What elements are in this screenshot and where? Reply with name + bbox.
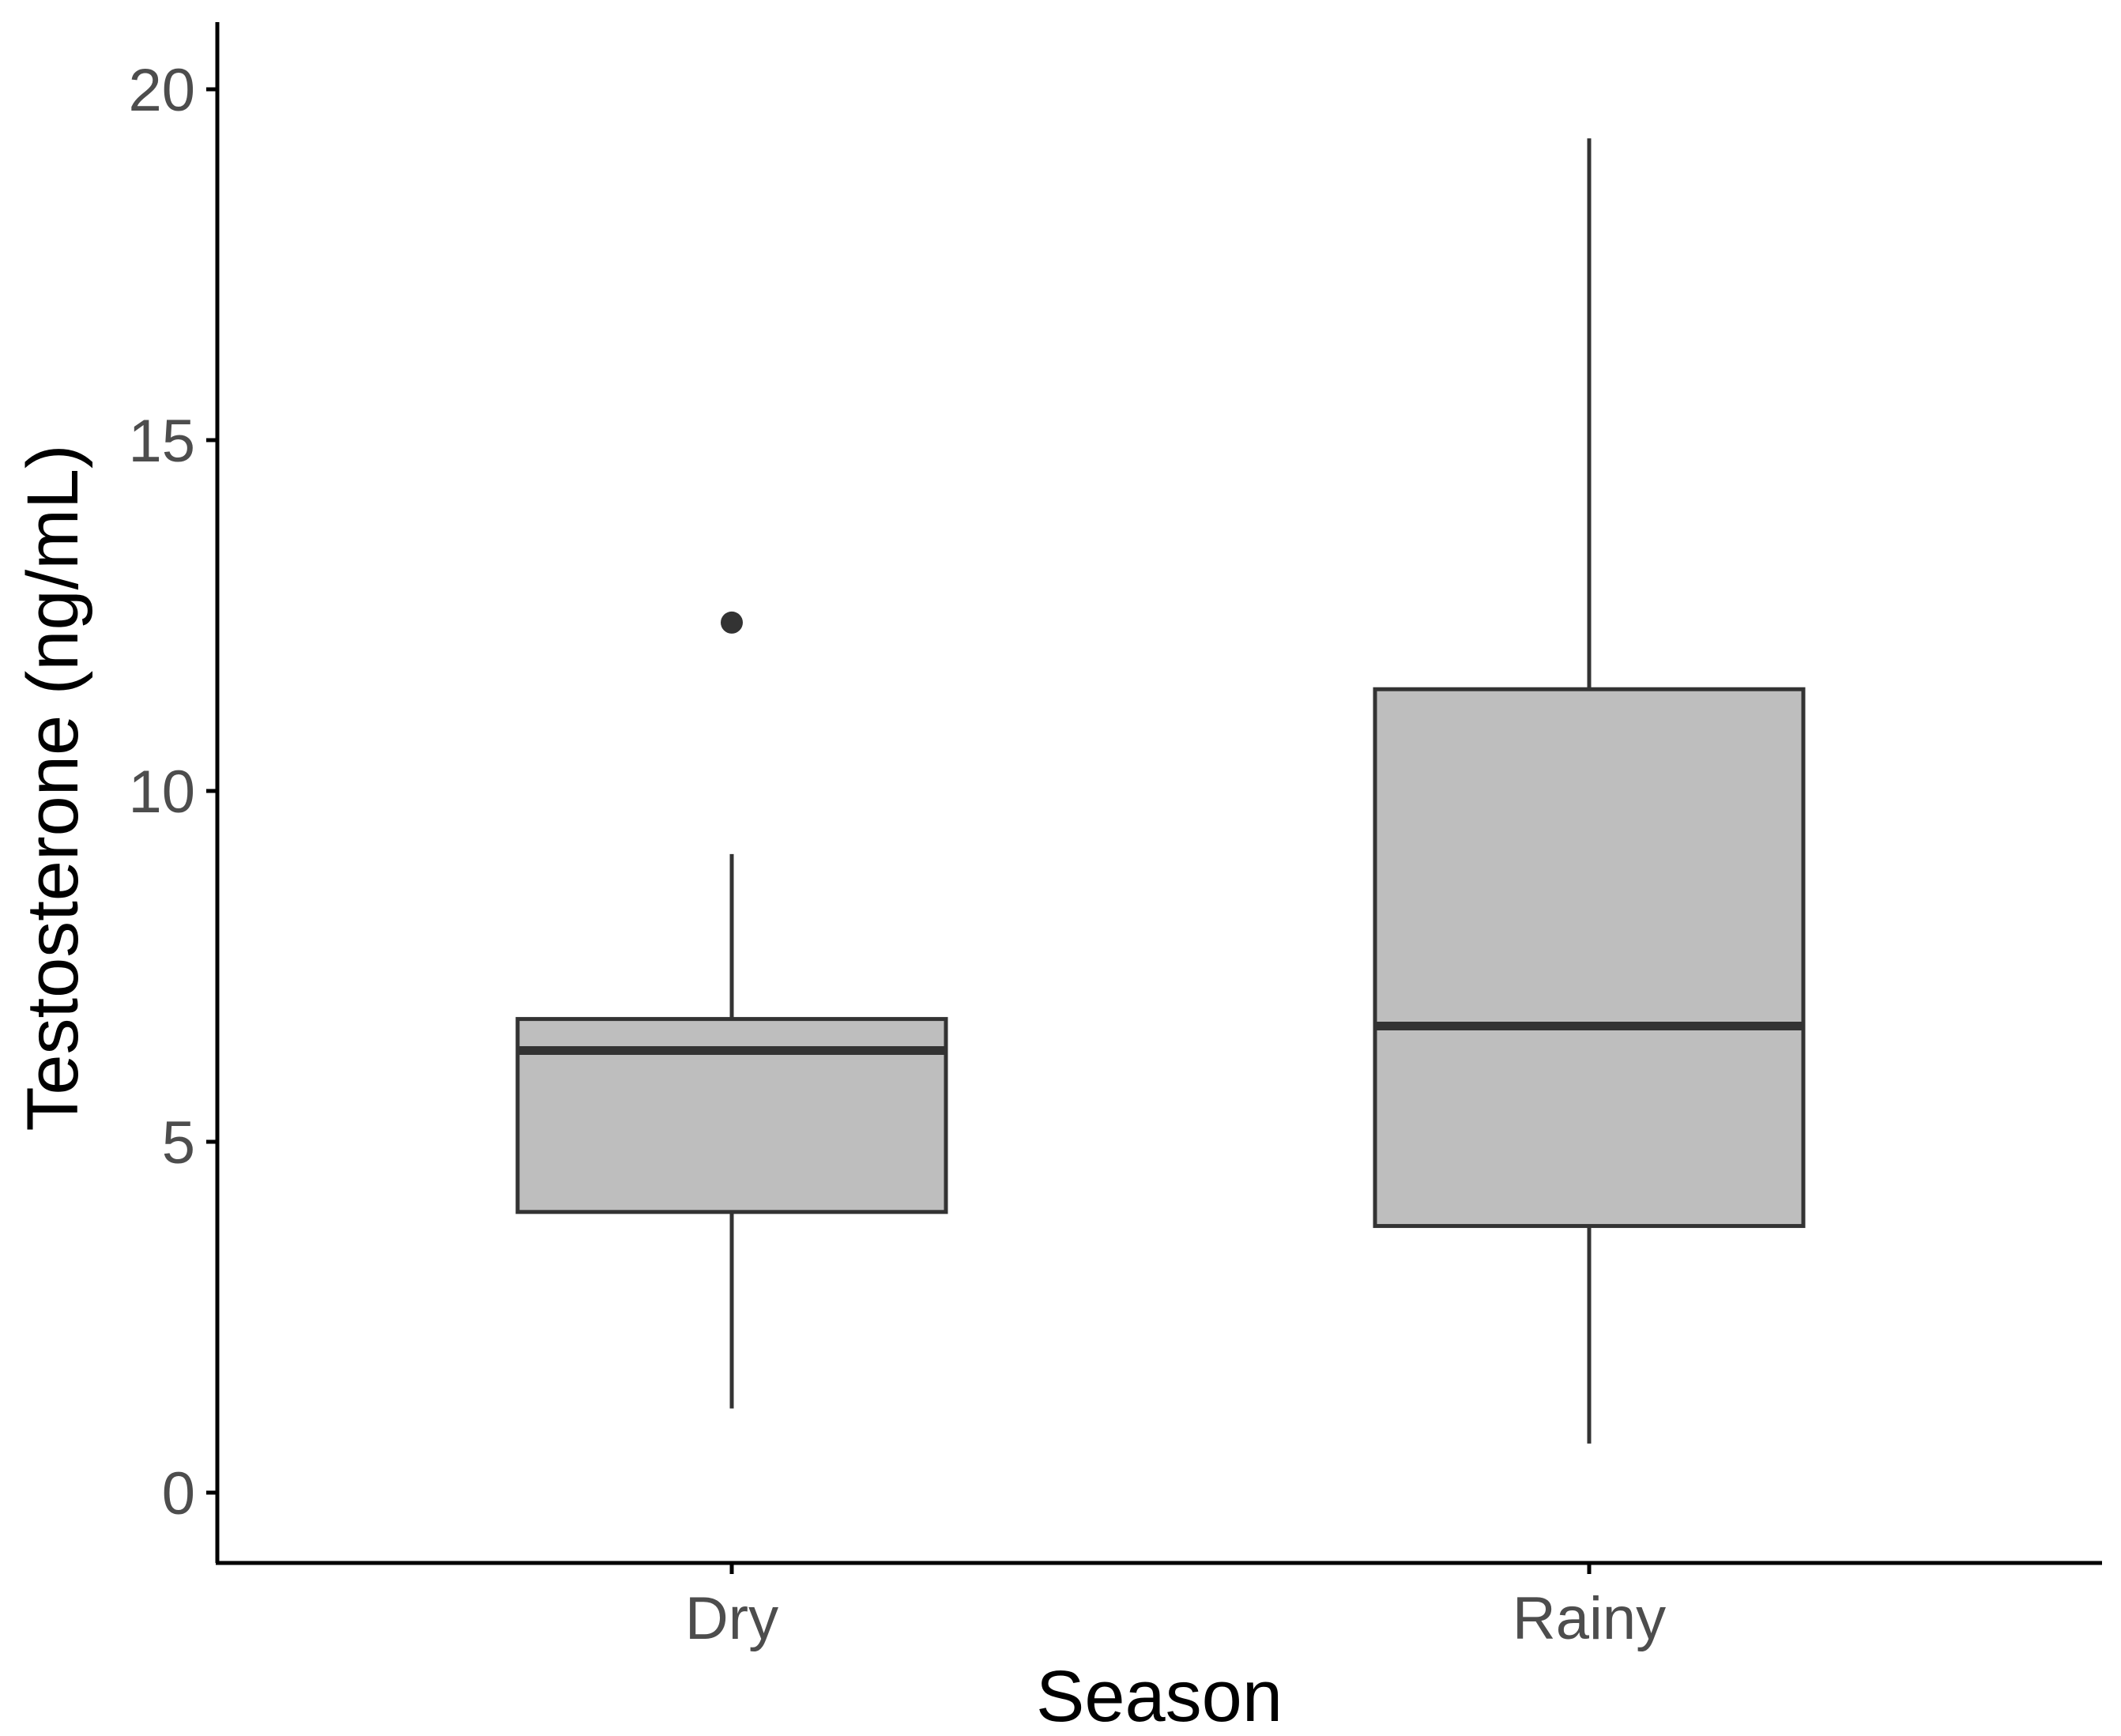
y-axis-title: Testosterone (ng/mL) [13,444,93,1131]
y-tick-label: 10 [128,759,195,826]
outlier-point-dry [721,611,743,634]
y-tick-label: 5 [162,1109,195,1177]
box-dry [515,611,948,1409]
iqr-box-rainy [1373,687,1806,1229]
x-tick-label: Rainy [1513,1585,1666,1652]
axes-layer: 0 5 10 15 20 Dry Rainy [128,22,2102,1652]
box-rainy [1373,138,1806,1444]
y-tick-label: 0 [162,1460,195,1527]
boxes-layer [515,138,1806,1444]
x-tick-label: Dry [685,1585,778,1652]
y-tick-label: 15 [128,408,195,475]
x-axis-title: Season [1036,1656,1283,1736]
y-tick-label: 20 [128,57,195,124]
